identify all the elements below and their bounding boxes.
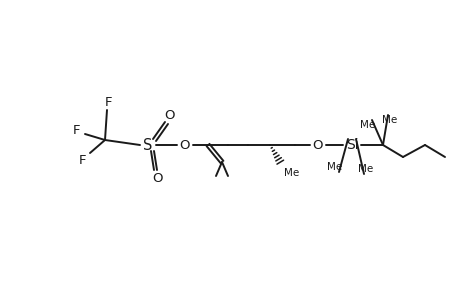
- Text: Me: Me: [283, 168, 299, 178]
- Text: Si: Si: [345, 138, 358, 152]
- Text: F: F: [79, 154, 87, 166]
- Text: Me: Me: [327, 162, 342, 172]
- Text: Me: Me: [381, 115, 397, 125]
- Text: S: S: [143, 137, 152, 152]
- Text: Me: Me: [358, 164, 373, 174]
- Text: O: O: [152, 172, 163, 184]
- Text: Me: Me: [359, 120, 375, 130]
- Text: O: O: [179, 139, 190, 152]
- Text: F: F: [73, 124, 81, 136]
- Text: O: O: [312, 139, 323, 152]
- Text: O: O: [164, 109, 175, 122]
- Text: F: F: [105, 95, 112, 109]
